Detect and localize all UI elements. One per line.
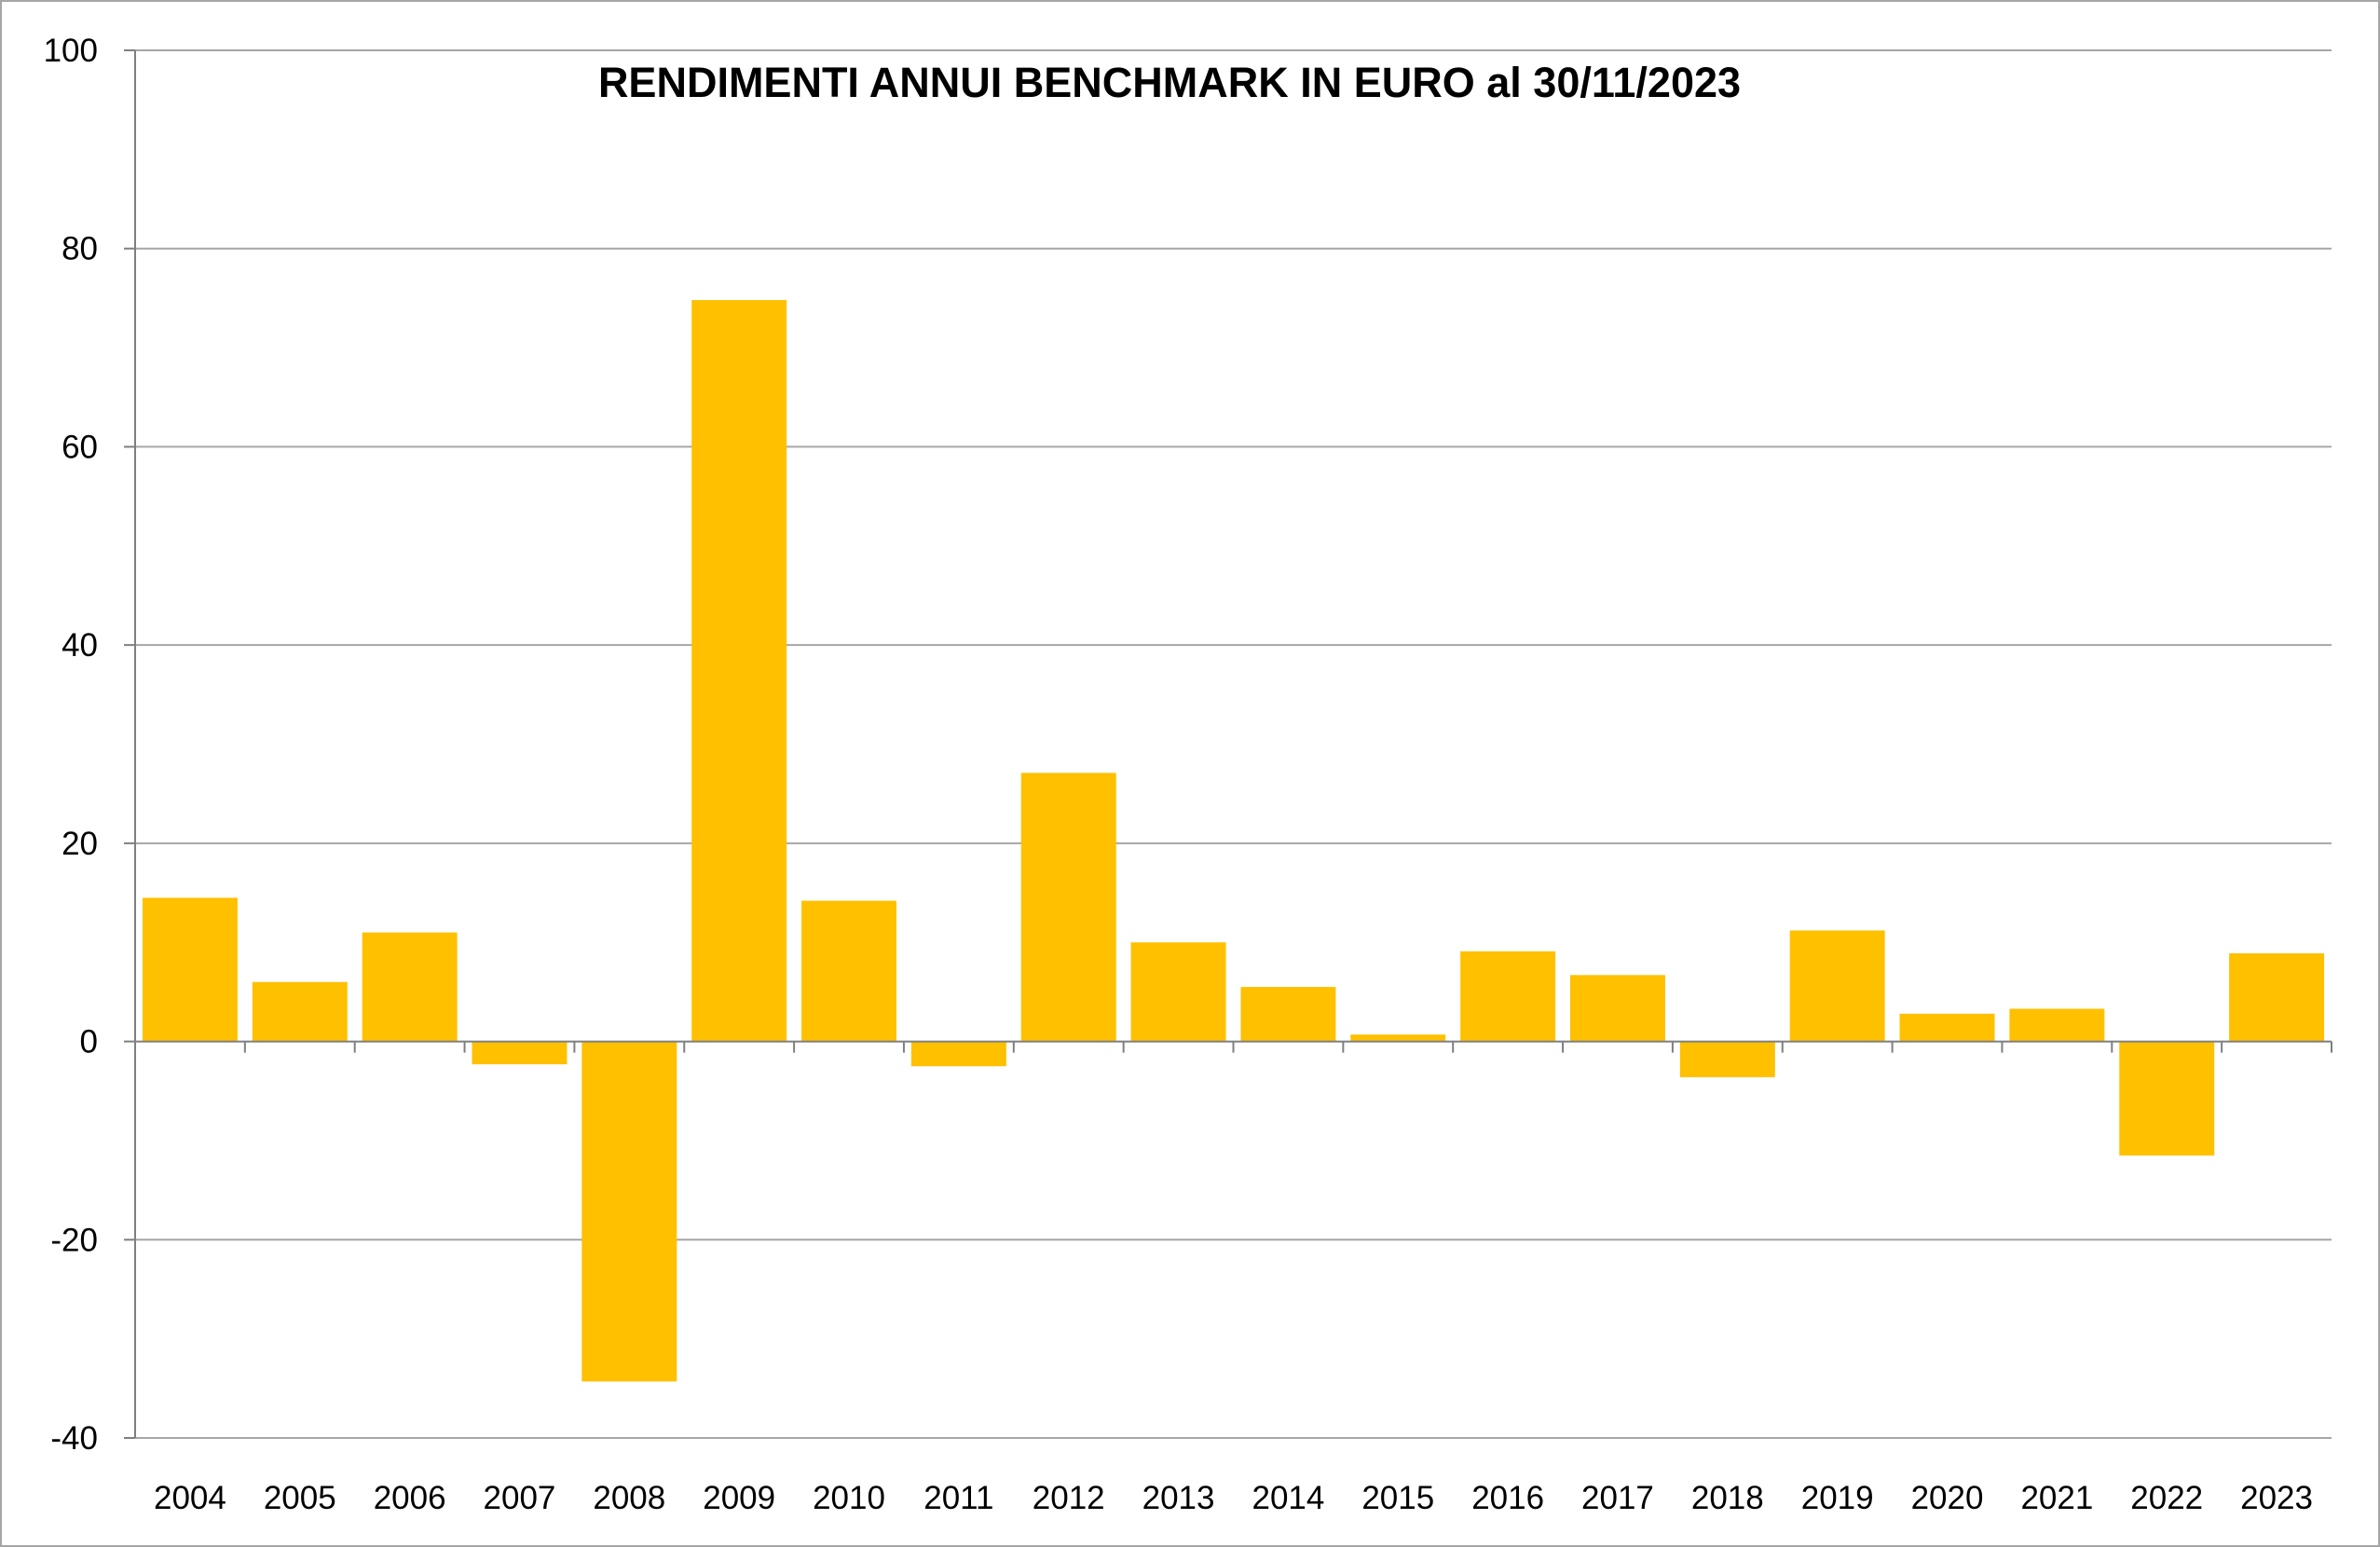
x-tick-label: 2016 bbox=[1471, 1480, 1544, 1516]
y-tick-label: -40 bbox=[50, 1420, 98, 1457]
bar-2005 bbox=[252, 981, 348, 1042]
bar-2022 bbox=[2119, 1041, 2215, 1156]
y-tick-label: 0 bbox=[80, 1024, 98, 1061]
bar-2016 bbox=[1460, 951, 1556, 1042]
bar-2023 bbox=[2229, 952, 2325, 1042]
chart-title: RENDIMENTI ANNUI BENCHMARK IN EURO al 30… bbox=[598, 59, 1741, 106]
bar-2007 bbox=[472, 1041, 568, 1065]
x-tick-label: 2011 bbox=[923, 1480, 993, 1516]
x-tick-label: 2018 bbox=[1691, 1480, 1764, 1516]
bar-2009 bbox=[691, 300, 787, 1042]
gridlines bbox=[135, 49, 2332, 1439]
x-tick-label: 2008 bbox=[593, 1480, 665, 1516]
y-tick-label: 20 bbox=[62, 826, 98, 862]
x-tick-label: 2015 bbox=[1361, 1480, 1434, 1516]
bar-2020 bbox=[1899, 1013, 1995, 1042]
y-tick-label: 100 bbox=[44, 33, 98, 69]
x-tick-labels: 2004 2005 2006 2007 2008 2009 2010 2011 2012 2013… bbox=[154, 1480, 2313, 1516]
bar-2018 bbox=[1679, 1041, 1775, 1077]
x-tick-label: 2006 bbox=[374, 1480, 446, 1516]
axes bbox=[124, 49, 2332, 1439]
bar-2015 bbox=[1350, 1034, 1446, 1042]
x-tick-label: 2014 bbox=[1252, 1480, 1324, 1516]
bar-2006 bbox=[362, 932, 458, 1042]
x-tick-label: 2023 bbox=[2240, 1480, 2313, 1516]
x-tick-label: 2013 bbox=[1142, 1480, 1215, 1516]
bar-2019 bbox=[1789, 930, 1885, 1042]
bar-2010 bbox=[801, 900, 896, 1042]
y-tick-label: -20 bbox=[50, 1222, 98, 1258]
x-tick-label: 2019 bbox=[1801, 1480, 1874, 1516]
x-tick-label: 2007 bbox=[484, 1480, 556, 1516]
bar-2014 bbox=[1240, 987, 1336, 1042]
x-tick-label: 2004 bbox=[154, 1480, 226, 1516]
bar-2017 bbox=[1570, 975, 1665, 1042]
bar-2012 bbox=[1020, 773, 1116, 1042]
bar-2008 bbox=[581, 1041, 677, 1382]
y-tick-label: 80 bbox=[62, 231, 98, 267]
y-tick-label: 40 bbox=[62, 627, 98, 664]
x-tick-label: 2021 bbox=[2020, 1480, 2093, 1516]
bar-2021 bbox=[2009, 1008, 2105, 1042]
x-tick-label: 2020 bbox=[1911, 1480, 1984, 1516]
y-tick-labels: -40 -20 0 20 40 60 80 100 bbox=[44, 33, 98, 1457]
bar-2011 bbox=[910, 1041, 1006, 1067]
x-tick-label: 2022 bbox=[2130, 1480, 2203, 1516]
x-tick-label: 2009 bbox=[703, 1480, 775, 1516]
y-tick-label: 60 bbox=[62, 429, 98, 465]
x-tick-label: 2010 bbox=[813, 1480, 885, 1516]
x-tick-label: 2012 bbox=[1033, 1480, 1105, 1516]
bars bbox=[142, 300, 2325, 1382]
x-tick-label: 2017 bbox=[1581, 1480, 1654, 1516]
bar-2013 bbox=[1130, 942, 1226, 1042]
x-tick-label: 2005 bbox=[264, 1480, 336, 1516]
bar-2004 bbox=[142, 897, 238, 1042]
